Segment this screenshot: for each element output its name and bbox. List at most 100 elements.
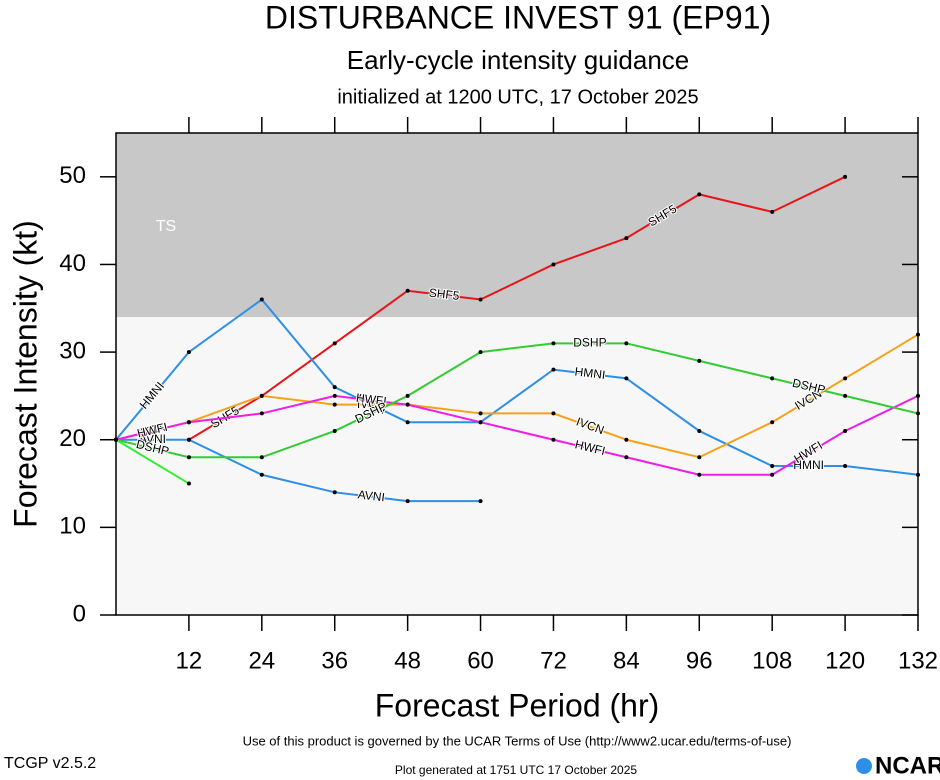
point: [259, 411, 264, 416]
version-text: TCGP v2.5.2: [4, 755, 96, 772]
x-tick-label: 60: [467, 647, 494, 674]
point: [843, 393, 848, 398]
series-line: [115, 333, 919, 459]
point: [114, 437, 118, 442]
point: [332, 385, 337, 390]
series-label: SHF5: [428, 286, 460, 304]
point: [770, 376, 775, 381]
y-tick-label: 0: [73, 600, 86, 627]
ts-band: [116, 133, 918, 318]
point: [405, 288, 410, 293]
point: [843, 464, 848, 469]
series-label: HMNI: [574, 364, 606, 382]
point: [186, 420, 191, 425]
point: [697, 455, 702, 460]
x-tick-label: 72: [540, 647, 567, 674]
point: [405, 393, 410, 398]
series-label: DSHP: [573, 335, 606, 349]
point: [332, 402, 337, 407]
point: [770, 464, 775, 469]
point: [697, 192, 702, 197]
point: [186, 437, 191, 442]
band-label: TS: [156, 218, 176, 235]
point: [405, 402, 410, 407]
point: [478, 350, 483, 355]
point: [186, 455, 191, 460]
series-label: AVNI: [139, 432, 166, 446]
point: [405, 420, 410, 425]
point: [332, 428, 337, 433]
terms-text: Use of this product is governed by the U…: [243, 733, 792, 748]
point: [478, 499, 483, 504]
x-tick-label: 96: [686, 647, 713, 674]
point: [332, 490, 337, 495]
point: [624, 437, 629, 442]
point: [843, 174, 848, 179]
point: [697, 472, 702, 477]
y-tick-label: 40: [59, 250, 86, 277]
point: [624, 376, 629, 381]
series-label: HMNI: [793, 458, 824, 472]
y-tick-label: 50: [59, 162, 86, 189]
series-label: HWFI: [355, 391, 387, 409]
point: [770, 472, 775, 477]
point: [551, 411, 556, 416]
point: [843, 376, 848, 381]
point: [259, 455, 264, 460]
point: [259, 297, 264, 302]
x-tick-label: 48: [394, 647, 421, 674]
y-tick-label: 20: [59, 425, 86, 452]
series-line: [116, 438, 481, 503]
x-tick-label: 84: [613, 647, 640, 674]
point: [916, 411, 920, 416]
plot-frame: [115, 132, 919, 616]
point: [697, 358, 702, 363]
x-tick-label: 24: [248, 647, 275, 674]
generated-text: Plot generated at 1751 UTC 17 October 20…: [395, 763, 637, 777]
series-line: [115, 394, 919, 476]
point: [770, 209, 775, 214]
point: [624, 341, 629, 346]
x-tick-label: 36: [321, 647, 348, 674]
point: [186, 481, 191, 486]
point: [332, 393, 337, 398]
x-tick-label: 108: [752, 647, 792, 674]
x-axis-label: Forecast Period (hr): [375, 687, 660, 723]
point: [186, 350, 191, 355]
series-label: AVNI: [357, 487, 386, 504]
point: [916, 393, 920, 398]
point: [770, 420, 775, 425]
series-line: [115, 298, 919, 476]
point: [843, 428, 848, 433]
chart-title: DISTURBANCE INVEST 91 (EP91): [265, 0, 771, 35]
point: [551, 367, 556, 372]
y-axis-label: Forecast Intensity (kt): [7, 220, 43, 528]
point: [259, 472, 264, 477]
point: [478, 420, 483, 425]
x-tick-label: 120: [825, 647, 865, 674]
logo-icon: [856, 758, 872, 774]
point: [624, 236, 629, 241]
x-tick-label: 12: [176, 647, 203, 674]
series-line: [115, 342, 919, 459]
point: [624, 455, 629, 460]
point: [478, 297, 483, 302]
point: [332, 341, 337, 346]
chart-caption: initialized at 1200 UTC, 17 October 2025: [337, 86, 698, 108]
point: [916, 332, 920, 337]
chart-subtitle: Early-cycle intensity guidance: [347, 45, 690, 75]
point: [697, 428, 702, 433]
y-tick-label: 10: [59, 513, 86, 540]
point: [478, 411, 483, 416]
y-tick-label: 30: [59, 337, 86, 364]
logo-text: NCAR: [875, 752, 940, 779]
series-line: [188, 175, 846, 441]
series-line: [115, 438, 190, 485]
x-tick-label: 132: [898, 647, 938, 674]
point: [551, 341, 556, 346]
point: [551, 437, 556, 442]
point: [916, 472, 920, 477]
point: [405, 499, 410, 504]
point: [551, 262, 556, 267]
